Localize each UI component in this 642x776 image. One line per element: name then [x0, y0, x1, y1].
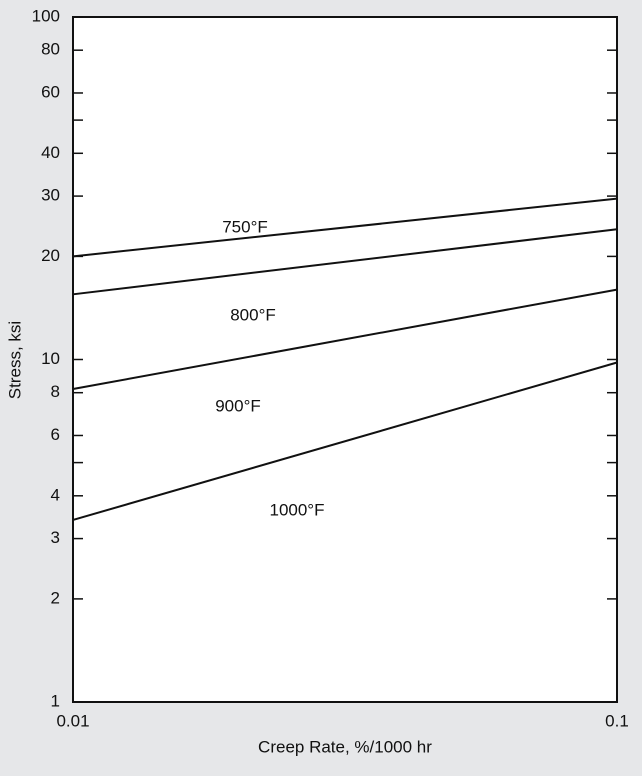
plot-area — [72, 16, 618, 703]
y-tick-label: 40 — [41, 143, 60, 162]
y-tick-label: 100 — [32, 6, 60, 25]
x-tick-label: 0.1 — [605, 711, 629, 730]
y-tick-label: 30 — [41, 186, 60, 205]
y-tick-label: 3 — [51, 528, 60, 547]
y-tick-label: 60 — [41, 82, 60, 101]
y-tick-label: 6 — [51, 425, 60, 444]
y-tick-label: 10 — [41, 349, 60, 368]
y-tick-label: 80 — [41, 40, 60, 59]
series-label: 900°F — [215, 396, 261, 415]
series-line — [72, 228, 618, 296]
x-axis-label: Creep Rate, %/1000 hr — [258, 737, 432, 756]
x-tick-label: 0.01 — [56, 711, 89, 730]
y-tick-label: 4 — [51, 485, 60, 504]
series-line — [72, 361, 618, 521]
y-tick-label: 8 — [51, 382, 60, 401]
y-tick-label: 2 — [51, 588, 60, 607]
y-tick-label: 20 — [41, 246, 60, 265]
y-axis-label: Stress, ksi — [5, 321, 24, 399]
series-label: 1000°F — [269, 500, 324, 519]
series-label: 750°F — [222, 217, 268, 236]
series-line — [72, 197, 618, 258]
y-tick-label: 1 — [51, 691, 60, 710]
series-label: 800°F — [230, 305, 276, 324]
series-line — [72, 288, 618, 391]
